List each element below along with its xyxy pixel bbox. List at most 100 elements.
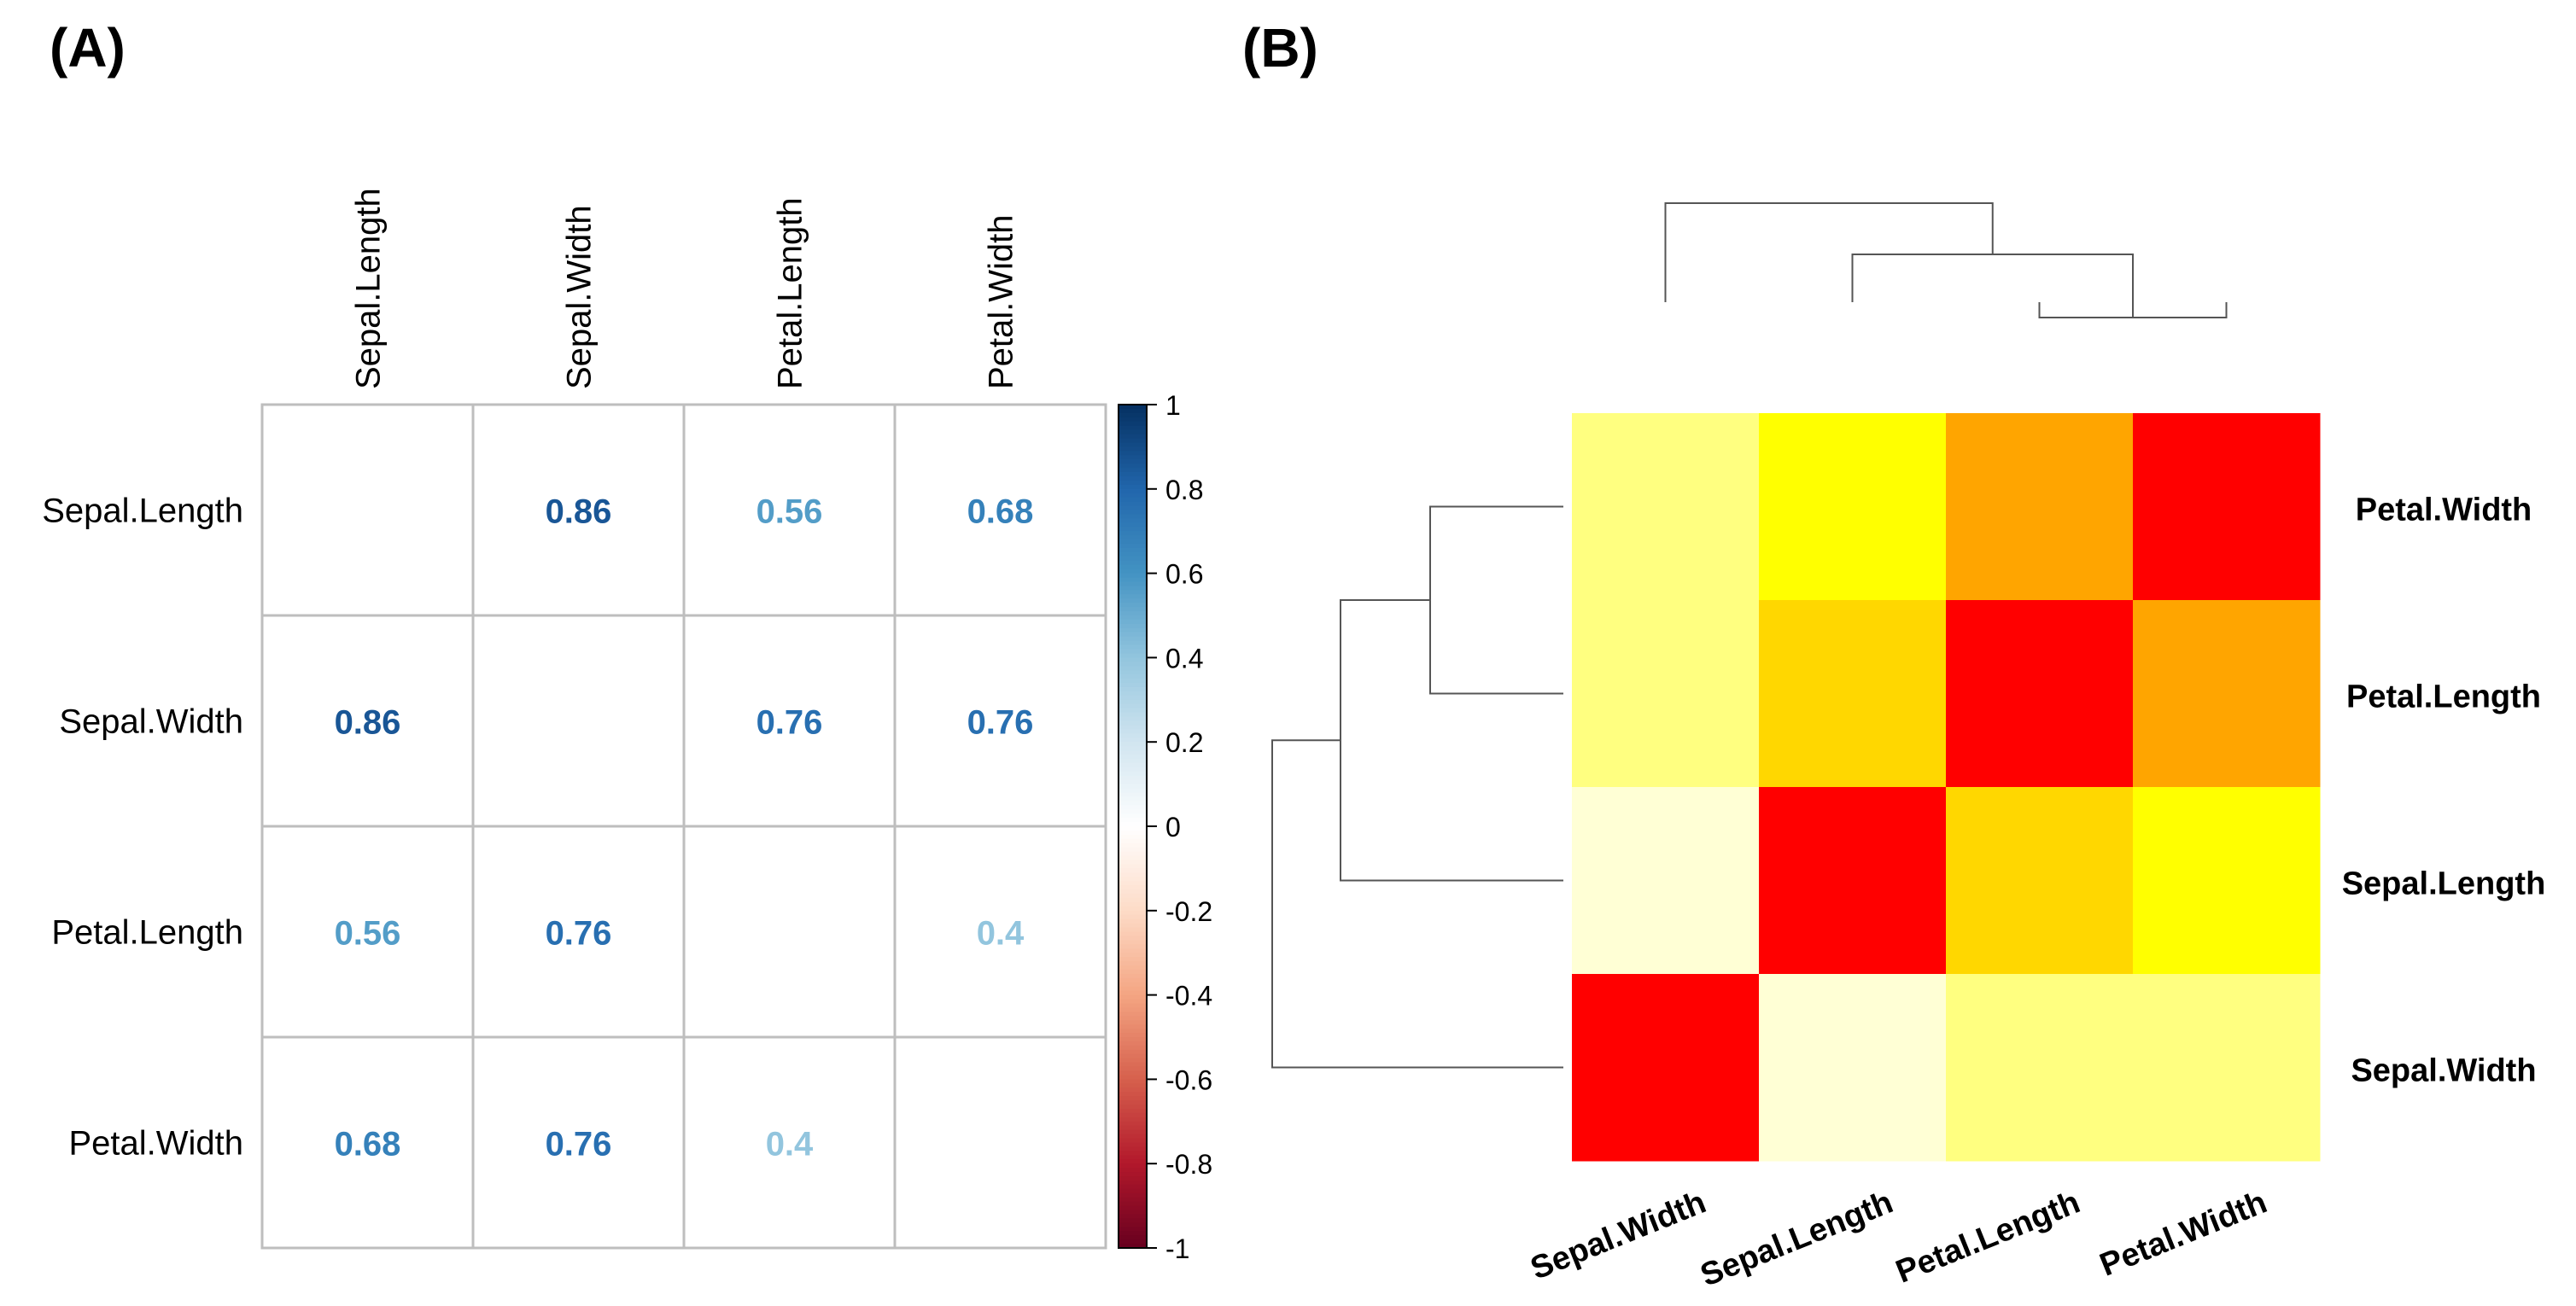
colorbar-band <box>1119 615 1147 621</box>
panel-a-label: (A) <box>50 17 126 79</box>
colorbar-band <box>1119 885 1147 891</box>
correlation-matrix-panel: Sepal.Length Sepal.Length Sepal.Width Sepal… <box>42 188 1107 1250</box>
colorbar-tick-label: 0 <box>1165 812 1181 842</box>
heatmap-cell <box>1572 974 1760 1162</box>
colorbar-band <box>1119 868 1147 874</box>
heatmap-cell <box>1572 600 1760 788</box>
colorbar-band <box>1119 1239 1147 1245</box>
colorbar-band <box>1119 1070 1147 1076</box>
column-label: Sepal.Length <box>350 188 388 389</box>
colorbar-band <box>1119 809 1147 815</box>
colorbar: 1 0.8 0.6 0.4 0.2 0 -0.2 -0.4 -0.6 -0.8 -1 <box>1118 390 1212 1264</box>
colorbar-band <box>1119 1155 1147 1161</box>
colorbar-band <box>1119 1151 1147 1157</box>
colorbar-band <box>1119 771 1147 777</box>
colorbar-band <box>1119 1007 1147 1013</box>
colorbar-tick-label: 1 <box>1165 390 1181 421</box>
colorbar-tick-label: -0.6 <box>1165 1064 1212 1095</box>
colorbar-tick-label: 0.6 <box>1165 559 1203 590</box>
colorbar-band <box>1119 1117 1147 1122</box>
cell-value: 0.86 <box>335 704 401 742</box>
colorbar-band <box>1119 1231 1147 1237</box>
colorbar-band <box>1119 767 1147 773</box>
colorbar-band <box>1119 1129 1147 1135</box>
colorbar-band <box>1119 957 1147 963</box>
colorbar-band <box>1119 1105 1147 1110</box>
colorbar-band <box>1119 703 1147 709</box>
colorbar-band <box>1119 1003 1147 1009</box>
colorbar-band <box>1119 488 1147 494</box>
colorbar-band <box>1119 1222 1147 1228</box>
colorbar-band <box>1119 564 1147 570</box>
colorbar-band <box>1119 775 1147 781</box>
colorbar-band <box>1119 826 1147 831</box>
cell-value: 0.4 <box>766 1126 814 1163</box>
colorbar-band <box>1119 990 1147 996</box>
colorbar-tick-label: -0.4 <box>1165 981 1212 1012</box>
heatmap-cell <box>2133 413 2321 601</box>
colorbar-band <box>1119 577 1147 583</box>
cell-value: 0.68 <box>335 1126 401 1163</box>
colorbar-tick-label: 0.8 <box>1165 475 1203 505</box>
colorbar-band <box>1119 872 1147 878</box>
heatmap-cell <box>1759 974 1947 1162</box>
cell-value: 0.76 <box>967 704 1034 742</box>
colorbar-band <box>1119 695 1147 701</box>
colorbar-tick-label: -0.8 <box>1165 1149 1212 1180</box>
colorbar-band <box>1119 801 1147 807</box>
cell-value: 0.56 <box>756 493 823 531</box>
cell-value: 0.56 <box>335 915 401 953</box>
colorbar-band <box>1119 627 1147 633</box>
colorbar-band <box>1119 716 1147 722</box>
colorbar-band <box>1119 1108 1147 1114</box>
column-dendrogram-branch <box>1851 254 2134 318</box>
colorbar-band <box>1119 1092 1147 1098</box>
colorbar-band <box>1119 931 1147 937</box>
colorbar-band <box>1119 691 1147 697</box>
colorbar-band <box>1119 712 1147 718</box>
colorbar-band <box>1119 1024 1147 1030</box>
colorbar-band <box>1119 838 1147 844</box>
colorbar-band <box>1119 505 1147 511</box>
colorbar-band <box>1119 1053 1147 1059</box>
colorbar-band <box>1119 994 1147 1000</box>
colorbar-band <box>1119 842 1147 848</box>
colorbar-band <box>1119 653 1147 659</box>
colorbar-band <box>1119 1146 1147 1152</box>
colorbar-band <box>1119 847 1147 853</box>
colorbar-band <box>1119 686 1147 692</box>
colorbar-band <box>1119 729 1147 735</box>
row-label: Sepal.Width <box>59 703 243 741</box>
colorbar-band <box>1119 746 1147 752</box>
colorbar-band <box>1119 586 1147 592</box>
colorbar-band <box>1119 923 1147 929</box>
colorbar-band <box>1119 1180 1147 1186</box>
colorbar-band <box>1119 1075 1147 1081</box>
row-label: Petal.Width <box>68 1125 243 1163</box>
row-dendrogram-branch <box>1340 599 1563 882</box>
colorbar-band <box>1119 1235 1147 1241</box>
colorbar-band <box>1119 679 1147 685</box>
colorbar-band <box>1119 611 1147 616</box>
colorbar-band <box>1119 636 1147 642</box>
colorbar-band <box>1119 674 1147 680</box>
colorbar-band <box>1119 405 1147 410</box>
colorbar-band <box>1119 906 1147 912</box>
colorbar-band <box>1119 518 1147 524</box>
colorbar-band <box>1119 860 1147 866</box>
colorbar-band <box>1119 1016 1147 1022</box>
colorbar-band <box>1119 468 1147 474</box>
colorbar-band <box>1119 644 1147 650</box>
heatmap-cell <box>2133 787 2321 975</box>
colorbar-band <box>1119 742 1147 748</box>
colorbar-band <box>1119 472 1147 477</box>
colorbar-band <box>1119 412 1147 418</box>
colorbar-band <box>1119 451 1147 457</box>
colorbar-band <box>1119 881 1147 887</box>
colorbar-tick-label: -1 <box>1165 1233 1189 1264</box>
colorbar-band <box>1119 531 1147 537</box>
colorbar-band <box>1119 464 1147 469</box>
heatmap-cell <box>1946 413 2134 601</box>
colorbar-band <box>1119 758 1147 764</box>
